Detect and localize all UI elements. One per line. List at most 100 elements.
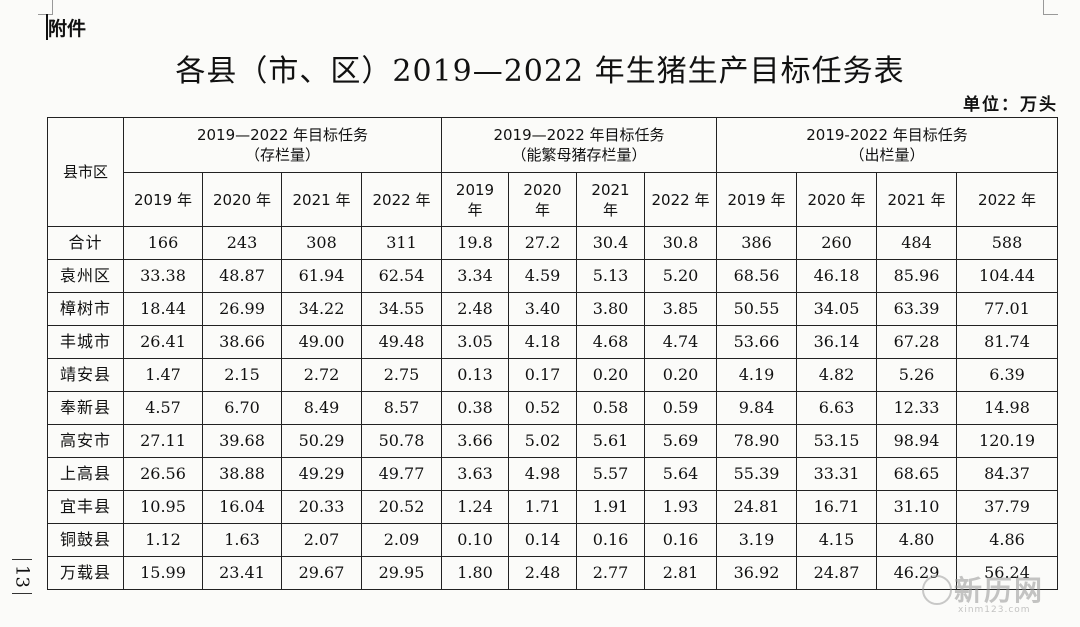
county-name: 丰城市	[47, 325, 124, 359]
value-cell: 49.77	[361, 457, 442, 491]
value-cell: 33.38	[123, 259, 203, 293]
value-cell: 1.12	[123, 523, 203, 557]
value-cell: 67.28	[876, 325, 957, 359]
value-cell: 62.54	[361, 259, 442, 293]
value-cell: 26.41	[123, 325, 203, 359]
value-cell: 1.63	[202, 523, 282, 557]
table-row: 合计 166 243 308 311 19.8 27.2 30.4 30.8 386 260 484 5…	[47, 226, 1059, 260]
table-row: 丰城市 26.41 38.66 49.00 49.48 3.05 4.18 4.68 4.74 5…	[47, 325, 1059, 359]
target-task-table: 县市区 2019—2022 年目标任务 （存栏量） 2019—2022 年目标任…	[47, 117, 1059, 590]
value-cell: 0.14	[508, 523, 577, 557]
value-cell: 8.49	[281, 391, 362, 425]
value-cell: 26.56	[123, 457, 203, 491]
county-name: 上高县	[47, 457, 124, 491]
value-cell: 2.72	[281, 358, 362, 392]
year-header: 2019 年	[123, 172, 203, 227]
value-cell: 20.33	[281, 490, 362, 524]
value-cell: 4.80	[876, 523, 957, 557]
value-cell: 3.85	[644, 292, 717, 326]
value-cell: 68.56	[716, 259, 797, 293]
value-cell: 1.93	[644, 490, 717, 524]
year-header: 2020 年	[508, 172, 577, 227]
value-cell: 3.80	[576, 292, 645, 326]
value-cell: 46.18	[796, 259, 877, 293]
value-cell: 0.13	[441, 358, 509, 392]
value-cell: 4.68	[576, 325, 645, 359]
value-cell: 53.15	[796, 424, 877, 458]
value-cell: 14.98	[955, 391, 1059, 425]
value-cell: 120.19	[955, 424, 1059, 458]
value-cell: 5.20	[644, 259, 717, 293]
county-name: 奉新县	[47, 391, 124, 425]
value-cell: 4.98	[508, 457, 577, 491]
watermark-url: xinm123.com	[958, 605, 1031, 615]
value-cell: 6.63	[796, 391, 877, 425]
year-header: 2019 年	[716, 172, 797, 227]
crop-mark-top-right	[1043, 0, 1058, 15]
value-cell: 2.48	[508, 556, 577, 590]
table-row: 高安市 27.11 39.68 50.29 50.78 3.66 5.02 5.61 5.69 7…	[47, 424, 1059, 458]
value-cell: 24.87	[796, 556, 877, 590]
value-cell: 5.13	[576, 259, 645, 293]
value-cell: 4.86	[955, 523, 1059, 557]
group-header-slaughter: 2019-2022 年目标任务 （出栏量）	[715, 117, 1059, 173]
value-cell: 1.80	[441, 556, 509, 590]
year-header: 2021 年	[576, 172, 645, 227]
crop-mark-top-left	[38, 0, 53, 15]
value-cell: 260	[796, 226, 877, 260]
value-cell: 0.58	[576, 391, 645, 425]
county-name: 合计	[47, 226, 124, 260]
value-cell: 0.16	[576, 523, 645, 557]
value-cell: 1.24	[441, 490, 509, 524]
table-row: 宜丰县 10.95 16.04 20.33 20.52 1.24 1.71 1.91 1.93 2…	[47, 490, 1059, 524]
value-cell: 19.8	[441, 226, 509, 260]
value-cell: 20.52	[361, 490, 442, 524]
value-cell: 23.41	[202, 556, 282, 590]
value-cell: 8.57	[361, 391, 442, 425]
value-cell: 166	[123, 226, 203, 260]
value-cell: 1.47	[123, 358, 203, 392]
county-name: 靖安县	[47, 358, 124, 392]
table-row: 靖安县 1.47 2.15 2.72 2.75 0.13 0.17 0.20 0.20 4.19 4…	[47, 358, 1059, 392]
value-cell: 37.79	[955, 490, 1059, 524]
table-row: 奉新县 4.57 6.70 8.49 8.57 0.38 0.52 0.58 0.59 9.84 6…	[47, 391, 1059, 425]
value-cell: 104.44	[955, 259, 1059, 293]
group-header-line1: 2019—2022 年目标任务	[493, 126, 665, 144]
value-cell: 3.05	[441, 325, 509, 359]
value-cell: 36.92	[716, 556, 797, 590]
value-cell: 2.81	[644, 556, 717, 590]
value-cell: 53.66	[716, 325, 797, 359]
value-cell: 49.00	[281, 325, 362, 359]
value-cell: 27.2	[508, 226, 577, 260]
table-body: 合计 166 243 308 311 19.8 27.2 30.4 30.8 386 260 484 5…	[47, 226, 1059, 590]
county-name: 樟树市	[47, 292, 124, 326]
value-cell: 2.09	[361, 523, 442, 557]
value-cell: 12.33	[876, 391, 957, 425]
value-cell: 26.99	[202, 292, 282, 326]
page-number-text: 13	[11, 565, 33, 588]
year-header: 2020 年	[202, 172, 282, 227]
value-cell: 49.48	[361, 325, 442, 359]
group-header-line2: （能繁母猪存栏量）	[511, 146, 647, 164]
value-cell: 50.78	[361, 424, 442, 458]
value-cell: 27.11	[123, 424, 203, 458]
group-header-line1: 2019-2022 年目标任务	[806, 126, 968, 144]
value-cell: 484	[876, 226, 957, 260]
group-header-sows: 2019—2022 年目标任务 （能繁母猪存栏量）	[441, 117, 717, 173]
value-cell: 6.70	[202, 391, 282, 425]
value-cell: 48.87	[202, 259, 282, 293]
value-cell: 2.07	[281, 523, 362, 557]
value-cell: 2.77	[576, 556, 645, 590]
year-header: 2019 年	[441, 172, 509, 227]
row-header-county: 县市区	[47, 117, 124, 227]
value-cell: 34.55	[361, 292, 442, 326]
value-cell: 5.64	[644, 457, 717, 491]
value-cell: 18.44	[123, 292, 203, 326]
value-cell: 243	[202, 226, 282, 260]
value-cell: 3.40	[508, 292, 577, 326]
value-cell: 4.19	[716, 358, 797, 392]
year-header: 2021 年	[876, 172, 957, 227]
value-cell: 3.19	[716, 523, 797, 557]
year-header: 2021 年	[281, 172, 362, 227]
table-row: 袁州区 33.38 48.87 61.94 62.54 3.34 4.59 5.13 5.20 6…	[47, 259, 1059, 293]
